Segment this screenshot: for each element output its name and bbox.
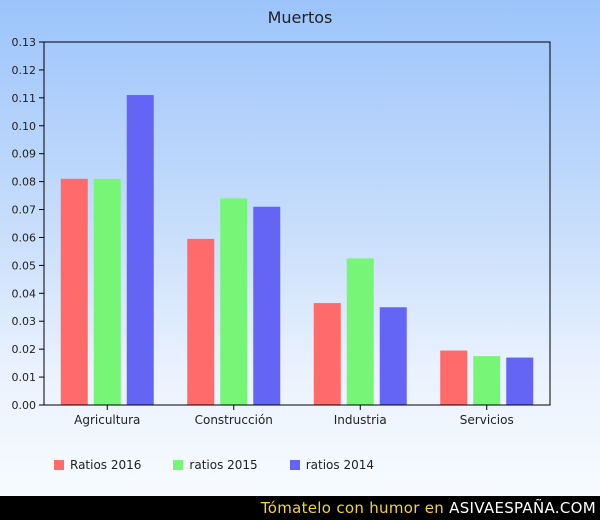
bar-1-agricultura [60,178,88,405]
bar-3-construcción [253,206,281,405]
chart-area: Muertos 0.00 0.01 0.02 0.03 0.04 0.05 0.06 0.07… [0,0,600,496]
x-tick-label: Agricultura [74,413,140,427]
y-tick-label: 0.11 [12,92,37,105]
x-tick-label: Construcción [195,413,273,427]
bar-2-industria [346,258,374,405]
y-tick-label: 0.01 [12,371,37,384]
legend-swatch [54,460,64,470]
bar-3-agricultura [126,95,154,406]
y-tick-label: 0.12 [12,64,37,77]
y-tick-label: 0.10 [12,120,37,133]
bar-chart: 0.00 0.01 0.02 0.03 0.04 0.05 0.06 0.07 0.08 0.09… [11,36,551,427]
chart-title: Muertos [267,8,333,27]
bar-3-industria [379,307,407,405]
bar-2-construcción [220,198,248,405]
legend-label: ratios 2014 [305,458,374,472]
legend-item: ratios 2015 [173,458,258,472]
y-tick-label: 0.09 [12,148,37,161]
y-tick-label: 0.05 [12,259,37,272]
bar-3-servicios [506,357,534,405]
bar-2-agricultura [93,178,121,405]
footer-text: Tómatelo con humor en [260,499,445,517]
legend-swatch [289,460,300,470]
y-tick-label: 0.02 [12,343,37,356]
y-tick-label: 0.06 [12,231,37,244]
plot-frame [43,41,551,406]
y-tick-label: 0.13 [12,36,37,49]
legend-item: ratios 2014 [289,458,374,472]
footer-brand: ASIVAESPAÑA.COM [449,499,596,517]
footer-banner: Tómatelo con humor en ASIVAESPAÑA.COM [0,496,600,520]
x-tick-label: Servicios [460,413,514,427]
legend-label: ratios 2015 [189,458,258,472]
y-tick-label: 0.03 [12,315,37,328]
legend-swatch [173,460,184,470]
y-tick-label: 0.00 [12,399,37,412]
y-tick-label: 0.08 [12,176,37,189]
x-tick-label: Industria [334,413,387,427]
bar-1-construcción [187,238,215,405]
bar-1-industria [313,303,341,405]
bar-2-servicios [473,356,501,405]
y-tick-label: 0.04 [12,287,37,300]
legend-label: Ratios 2016 [70,458,142,472]
bar-1-servicios [440,350,468,405]
y-tick-label: 0.07 [12,204,37,217]
legend: Ratios 2016 ratios 2015 ratios 2014 [54,456,406,474]
legend-item: Ratios 2016 [54,458,141,472]
